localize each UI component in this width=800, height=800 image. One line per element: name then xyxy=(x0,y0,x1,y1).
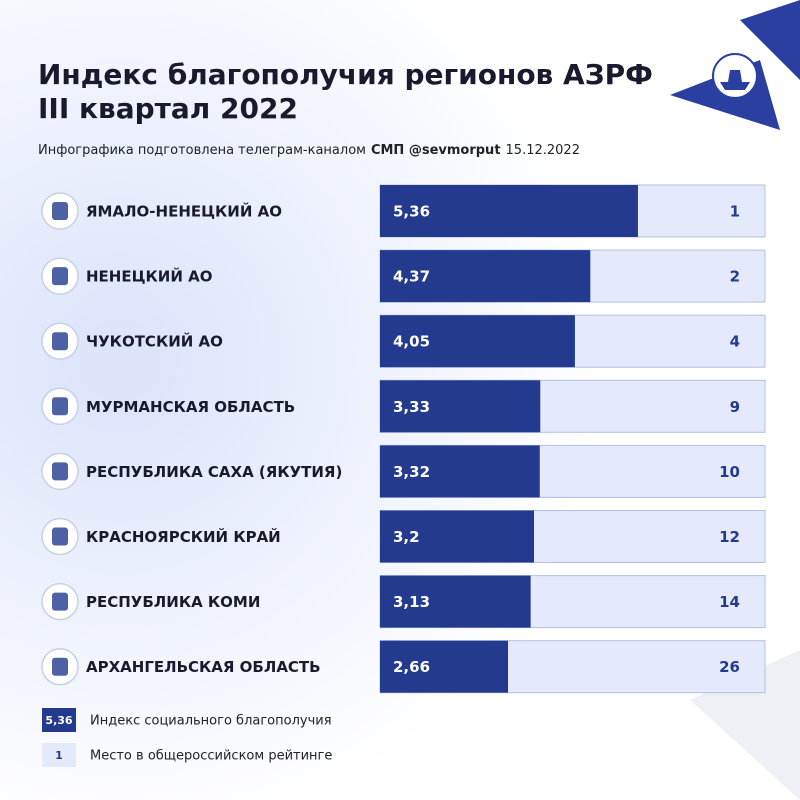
caption-source: СМП @sevmorput xyxy=(371,143,501,158)
bar xyxy=(380,315,575,368)
bar xyxy=(380,510,534,563)
rank-label: 1 xyxy=(730,203,740,221)
region-emblem-shield xyxy=(52,202,68,220)
region-name: МУРМАНСКАЯ ОБЛАСТЬ xyxy=(86,398,295,416)
legend-label: Индекс социального благополучия xyxy=(90,714,332,729)
legend-swatch xyxy=(42,743,76,767)
bar xyxy=(380,445,540,498)
region-name: АРХАНГЕЛЬСКАЯ ОБЛАСТЬ xyxy=(86,658,321,676)
region-name: РЕСПУБЛИКА САХА (ЯКУТИЯ) xyxy=(86,463,342,481)
value-label: 3,32 xyxy=(393,463,430,481)
bar xyxy=(380,250,591,303)
region-name: ЯМАЛО-НЕНЕЦКИЙ АО xyxy=(86,202,282,221)
region-emblem-shield xyxy=(52,267,68,286)
value-label: 4,37 xyxy=(393,268,430,286)
bar xyxy=(380,185,638,237)
rank-label: 10 xyxy=(719,463,740,481)
legend-label: Место в общероссийском рейтинге xyxy=(90,749,332,764)
region-name: НЕНЕЦКИЙ АО xyxy=(86,267,212,286)
region-emblem-shield xyxy=(52,397,68,416)
decor xyxy=(740,0,800,80)
bar xyxy=(380,640,509,693)
rank-label: 26 xyxy=(719,658,740,676)
region-name: КРАСНОЯРСКИЙ КРАЙ xyxy=(86,527,281,546)
region-name: РЕСПУБЛИКА КОМИ xyxy=(86,593,260,611)
caption: Инфографика подготовлена телеграм-канало… xyxy=(38,143,580,158)
value-label: 5,36 xyxy=(393,203,430,221)
region-emblem-shield xyxy=(52,462,68,481)
legend-sample: 1 xyxy=(55,749,63,762)
region-emblem-shield xyxy=(52,332,68,351)
rank-label: 4 xyxy=(730,333,740,351)
chart-subtitle: III квартал 2022 xyxy=(38,92,298,125)
rank-label: 9 xyxy=(730,398,740,416)
caption-lead: Инфографика подготовлена телеграм-канало… xyxy=(38,143,366,158)
value-label: 3,13 xyxy=(393,593,430,611)
rank-label: 12 xyxy=(719,528,740,546)
legend-swatch xyxy=(42,708,76,732)
region-emblem-shield xyxy=(52,657,68,676)
caption-date: 15.12.2022 xyxy=(506,143,580,158)
region-emblem-shield xyxy=(52,592,68,611)
logo-ship xyxy=(720,70,750,90)
bar xyxy=(380,575,531,628)
value-label: 3,2 xyxy=(393,528,420,546)
value-label: 4,05 xyxy=(393,333,430,351)
value-label: 2,66 xyxy=(393,658,430,676)
chart-title: Индекс благополучия регионов АЗРФ xyxy=(38,58,653,91)
legend-sample: 5,36 xyxy=(45,714,72,727)
region-emblem-shield xyxy=(52,527,68,546)
bar xyxy=(380,380,541,433)
region-name: ЧУКОТСКИЙ АО xyxy=(86,332,223,351)
rank-label: 14 xyxy=(719,593,740,611)
rank-label: 2 xyxy=(730,268,740,286)
value-label: 3,33 xyxy=(393,398,430,416)
